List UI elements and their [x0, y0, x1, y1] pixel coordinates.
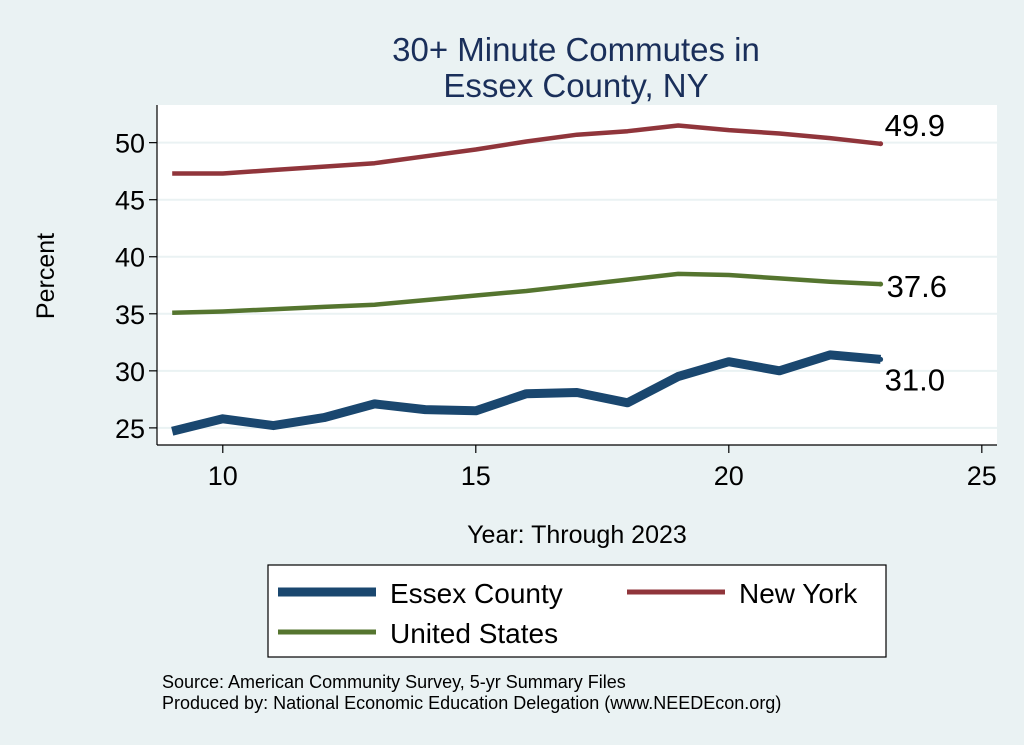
y-tick-label: 35: [115, 300, 145, 330]
end-label-new-york: 49.9: [885, 108, 945, 143]
series-line-essex-county: [171, 350, 881, 436]
y-tick-label: 40: [115, 243, 145, 273]
x-tick-label: 15: [461, 461, 491, 491]
chart-title-line-1: 30+ Minute Commutes in: [392, 31, 760, 68]
chart-title-line-2: Essex County, NY: [443, 67, 708, 104]
series-end-point-essex-county: [878, 356, 884, 362]
x-axis-ticks: 10 15 20 25: [208, 445, 997, 491]
produced-by-note: Produced by: National Economic Education…: [162, 693, 781, 713]
series-end-point-united-states: [878, 281, 884, 287]
series-line-united-states: [172, 271, 881, 315]
series-group: 31.0 49.9 37.6: [171, 108, 947, 436]
end-label-united-states: 37.6: [887, 269, 947, 304]
x-axis-title: Year: Through 2023: [467, 521, 687, 549]
legend: Essex County New York United States: [267, 564, 887, 658]
series-end-point-new-york: [878, 141, 884, 147]
x-tick-label: 20: [714, 461, 744, 491]
end-label-essex-county: 31.0: [885, 362, 945, 397]
legend-label-united-states: United States: [390, 618, 558, 649]
y-tick-label: 45: [115, 186, 145, 216]
source-note: Source: American Community Survey, 5-yr …: [162, 672, 626, 692]
x-tick-label: 25: [967, 461, 997, 491]
legend-label-essex-county: Essex County: [390, 578, 563, 609]
legend-box: [267, 564, 887, 658]
y-tick-label: 50: [115, 129, 145, 159]
y-tick-label: 30: [115, 357, 145, 387]
y-tick-label: 25: [115, 414, 145, 444]
series-line-new-york: [172, 123, 881, 176]
y-axis-ticks: 25 30 35 40 45 50: [115, 129, 157, 444]
legend-label-new-york: New York: [739, 578, 858, 609]
y-axis-title: Percent: [32, 233, 60, 319]
x-tick-label: 10: [208, 461, 238, 491]
